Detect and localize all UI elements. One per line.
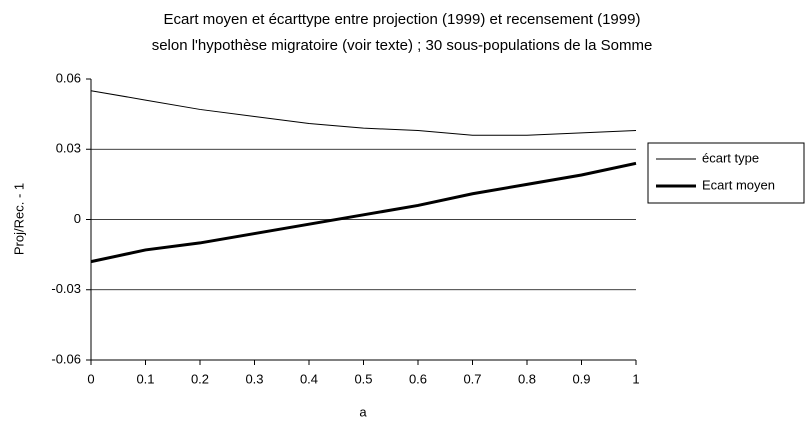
series-line bbox=[90, 161, 637, 264]
x-tick-label: 0.5 bbox=[354, 371, 372, 386]
chart-title: Ecart moyen et écarttype entre projectio… bbox=[164, 11, 641, 28]
chart-subtitle: selon l'hypothèse migratoire (voir texte… bbox=[152, 37, 653, 54]
y-tick-label: 0 bbox=[74, 211, 81, 226]
series-line bbox=[90, 90, 637, 136]
legend-label: écart type bbox=[702, 150, 759, 165]
x-tick-label: 0.1 bbox=[136, 371, 154, 386]
x-tick-label: 0.2 bbox=[191, 371, 209, 386]
x-tick-label: 0.3 bbox=[245, 371, 263, 386]
x-tick-label: 1 bbox=[632, 371, 639, 386]
y-axis-label: Proj/Rec. - 1 bbox=[11, 183, 26, 255]
x-tick-label: 0 bbox=[87, 371, 94, 386]
x-tick-label: 0.9 bbox=[572, 371, 590, 386]
y-tick-label: -0.06 bbox=[51, 351, 81, 366]
x-tick-label: 0.6 bbox=[409, 371, 427, 386]
x-axis-label: a bbox=[359, 404, 367, 419]
y-tick-label: 0.03 bbox=[56, 141, 81, 156]
x-tick-label: 0.4 bbox=[300, 371, 318, 386]
y-tick-label: 0.06 bbox=[56, 70, 81, 85]
y-tick-label: -0.03 bbox=[51, 281, 81, 296]
legend-label: Ecart moyen bbox=[702, 177, 775, 192]
x-tick-label: 0.7 bbox=[463, 371, 481, 386]
x-tick-label: 0.8 bbox=[518, 371, 536, 386]
legend-box bbox=[647, 142, 805, 204]
